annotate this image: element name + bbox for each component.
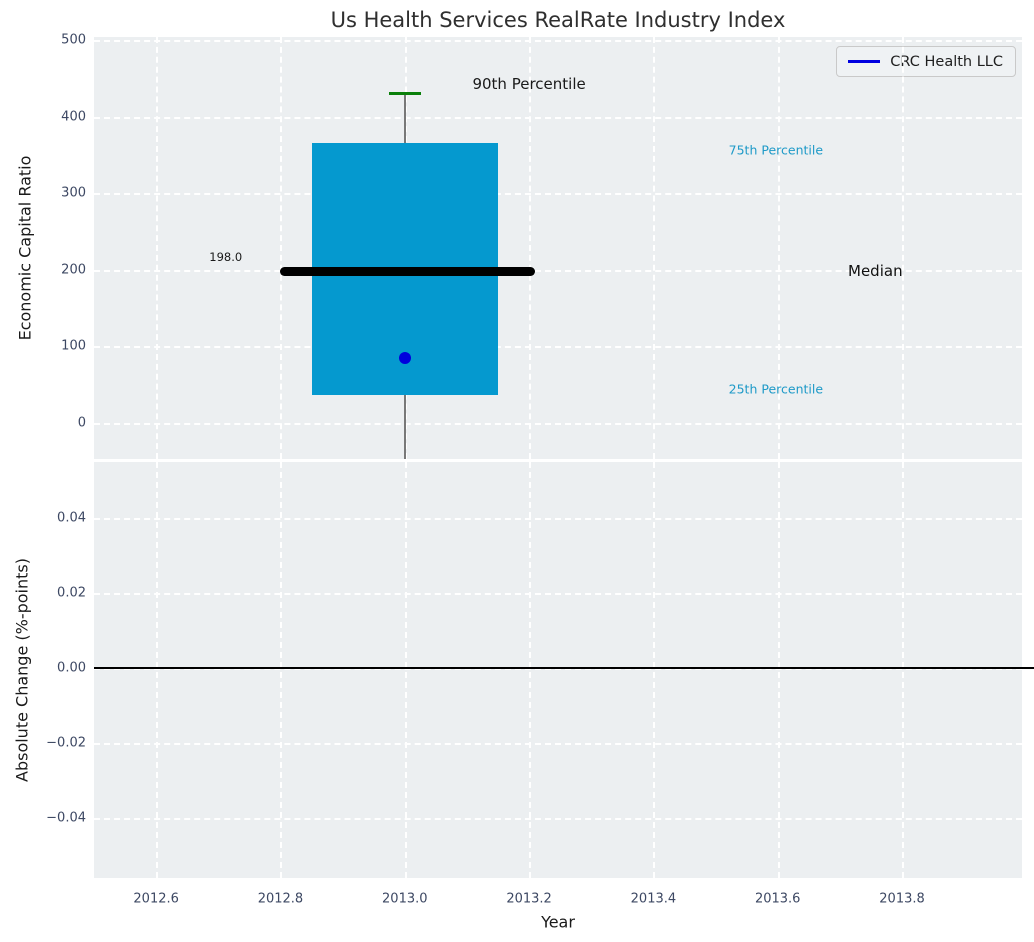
gridline [156, 37, 159, 459]
chart-annotation: 75th Percentile [728, 142, 824, 158]
chart-title: Us Health Services RealRate Industry Ind… [330, 8, 786, 32]
y-tick-label: 400 [61, 109, 86, 125]
x-tick-label: 2013.4 [630, 891, 677, 907]
x-tick-label: 2012.6 [133, 891, 179, 907]
gridline [94, 193, 1022, 196]
x-tick-label: 2012.8 [257, 891, 304, 907]
x-tick-label: 2013.8 [879, 891, 925, 907]
gridline [94, 269, 1022, 272]
chart-annotation: 90th Percentile [472, 75, 586, 94]
gridline [280, 37, 283, 459]
gridline [94, 668, 1022, 671]
chart-annotation: Median [848, 262, 903, 281]
y-tick-label: 300 [61, 185, 86, 201]
zero-line [94, 667, 1034, 670]
y-tick-label: −0.02 [46, 735, 86, 751]
x-tick-label: 2013.2 [506, 891, 552, 907]
y-tick-label: 0 [77, 415, 86, 431]
xlabel: Year [541, 912, 575, 932]
gridline [94, 818, 1022, 821]
gridline [94, 346, 1022, 349]
legend-label: CRC Health LLC [890, 53, 1003, 70]
gridline [94, 743, 1022, 746]
top-axes: CRC Health LLC 198.0 90th Percentile 75th … [94, 37, 1022, 459]
y-tick-label: 0.00 [57, 660, 86, 676]
gridline [94, 40, 1022, 43]
company-data-point [398, 351, 411, 364]
median-line [280, 266, 536, 276]
y-tick-label: 0.02 [57, 585, 86, 601]
x-tick-label: 2013.6 [754, 891, 801, 907]
bottom-axes [94, 462, 1034, 878]
gridline [94, 116, 1022, 119]
gridline [94, 423, 1022, 425]
gridline [529, 37, 532, 459]
gridline [653, 37, 656, 459]
chart-annotation: 198.0 [209, 249, 243, 264]
y-tick-label: 500 [61, 32, 86, 48]
gridline [94, 518, 1022, 521]
legend[interactable]: CRC Health LLC [836, 46, 1016, 77]
y-tick-label: 0.04 [57, 510, 86, 526]
gridline [902, 37, 905, 459]
legend-line-sample [848, 60, 881, 63]
y-tick-label: −0.04 [46, 810, 86, 826]
top-ylabel: Economic Capital Ratio [15, 155, 35, 341]
gridline [777, 37, 780, 459]
chart-annotation: 25th Percentile [728, 381, 824, 397]
gridline [94, 593, 1022, 596]
y-tick-label: 200 [61, 262, 86, 278]
y-tick-label: 100 [61, 338, 86, 354]
x-tick-label: 2013.0 [382, 891, 428, 907]
bottom-ylabel: Absolute Change (%-points) [12, 558, 32, 782]
whisker-cap-90 [388, 92, 421, 96]
